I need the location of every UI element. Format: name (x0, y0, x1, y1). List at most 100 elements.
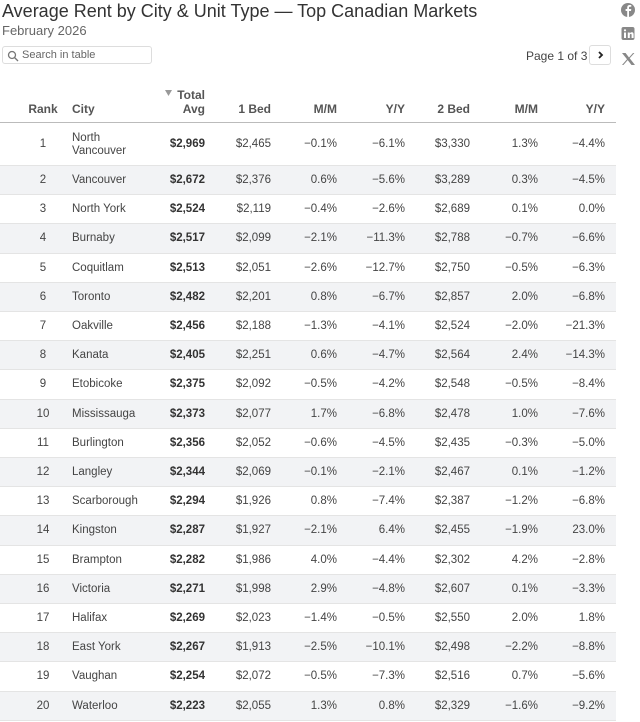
sort-icon[interactable] (165, 89, 173, 97)
city-cell: Scarborough (72, 495, 138, 508)
table-cell: −1.9% (505, 524, 538, 537)
x-icon[interactable] (622, 53, 635, 65)
total-cell: $2,254 (169, 670, 205, 683)
table-cell: −12.7% (365, 261, 405, 274)
city-cell: Victoria (72, 582, 111, 595)
table-cell: −10.1% (365, 641, 405, 654)
table-cell: 15 (36, 553, 50, 566)
social-icons (621, 3, 635, 65)
table-cell: 8 (39, 349, 47, 362)
table-cell: 23.0% (572, 524, 605, 537)
table-row (0, 574, 616, 604)
city-cell: Burlington (72, 436, 124, 449)
table-cell: −4.4% (372, 553, 405, 566)
table-cell: −0.1% (304, 466, 337, 479)
table-cell: $2,069 (235, 466, 271, 479)
city-cell: Vancouver (72, 174, 127, 187)
city-cell: Toronto (72, 290, 111, 303)
table-row (0, 458, 616, 488)
column-header[interactable]: M/M (514, 102, 538, 116)
search-placeholder: Search in table (22, 49, 96, 61)
table-cell: $2,465 (235, 138, 271, 150)
column-header[interactable]: Y/Y (585, 102, 605, 116)
table-cell: 1 (39, 138, 47, 150)
table-cell: 1.3% (310, 699, 337, 712)
table-cell: $2,516 (434, 670, 470, 683)
total-cell: $2,269 (169, 612, 205, 625)
table-cell: −2.8% (572, 553, 605, 566)
table-cell: $2,478 (434, 407, 470, 420)
column-header[interactable]: M/M (313, 102, 337, 116)
city-cell: Kingston (72, 524, 117, 537)
table-cell: −1.3% (304, 320, 337, 333)
column-header[interactable]: 2 Bed (437, 102, 470, 116)
table-cell: −5.0% (572, 436, 605, 449)
total-cell: $2,373 (169, 407, 205, 420)
table-cell: $3,330 (434, 138, 470, 150)
search-box[interactable]: Search in table (2, 46, 152, 64)
linkedin-icon[interactable] (621, 27, 635, 40)
table-cell: 0.6% (310, 349, 337, 362)
table-cell: −4.7% (372, 349, 405, 362)
table-cell: $2,387 (434, 495, 470, 508)
table-cell: 0.8% (310, 495, 337, 508)
table-row (0, 428, 616, 458)
column-header[interactable]: Y/Y (385, 102, 405, 116)
table-cell: $2,329 (434, 699, 470, 712)
table-cell: 18 (36, 641, 50, 654)
table-cell: −14.3% (565, 349, 605, 362)
column-header[interactable]: Total Avg (177, 88, 205, 116)
table-row (0, 516, 616, 546)
table-cell: −6.3% (572, 261, 605, 274)
table-cell: −5.6% (372, 174, 405, 187)
table-cell: −0.6% (304, 436, 337, 449)
table-cell: 1.7% (310, 407, 337, 420)
table-cell: 3 (39, 203, 47, 216)
table-cell: $2,548 (434, 378, 470, 391)
total-cell: $2,356 (169, 436, 205, 449)
table-row (0, 691, 616, 721)
chevron (598, 51, 604, 59)
table-cell: −0.7% (505, 232, 538, 245)
table-cell: −6.8% (572, 290, 605, 303)
city-cell: Waterloo (72, 699, 118, 712)
table-cell: 9 (39, 378, 47, 391)
table-row (0, 166, 616, 196)
column-header[interactable]: 1 Bed (238, 102, 271, 116)
total-cell: $2,223 (169, 699, 205, 712)
table-cell: 0.1% (511, 203, 538, 216)
table-cell: −8.8% (572, 641, 605, 654)
table-cell: $2,607 (434, 582, 470, 595)
column-header[interactable]: Rank (28, 102, 58, 116)
table-cell: 17 (36, 612, 50, 625)
table-cell: $2,119 (236, 203, 271, 216)
table-cell: $2,455 (434, 524, 470, 537)
next-page-button[interactable] (589, 45, 611, 65)
table-cell: 0.1% (511, 582, 538, 595)
total-cell: $2,969 (169, 138, 205, 150)
city-cell: East York (72, 641, 121, 654)
total-cell: $2,271 (169, 582, 205, 595)
facebook-icon[interactable] (621, 3, 635, 17)
table-cell: −7.3% (372, 670, 405, 683)
table-row (0, 253, 616, 283)
table-cell: −6.7% (372, 290, 405, 303)
table-cell: 0.6% (310, 174, 337, 187)
table-cell: $1,986 (235, 553, 271, 566)
column-header[interactable]: City (72, 102, 95, 116)
table-cell: 13 (36, 495, 50, 508)
table-cell: −11.3% (366, 232, 405, 245)
table-row (0, 545, 616, 575)
table-row (0, 604, 616, 634)
total-cell: $2,267 (169, 641, 205, 654)
table-cell: −2.5% (304, 641, 337, 654)
table-cell: 19 (36, 670, 50, 683)
table-row (0, 341, 616, 371)
table-cell: −2.6% (372, 203, 405, 216)
table-cell: $2,550 (434, 612, 470, 625)
total-cell: $2,672 (169, 174, 205, 187)
table-cell: −1.2% (505, 495, 538, 508)
city-cell: Halifax (72, 612, 108, 625)
